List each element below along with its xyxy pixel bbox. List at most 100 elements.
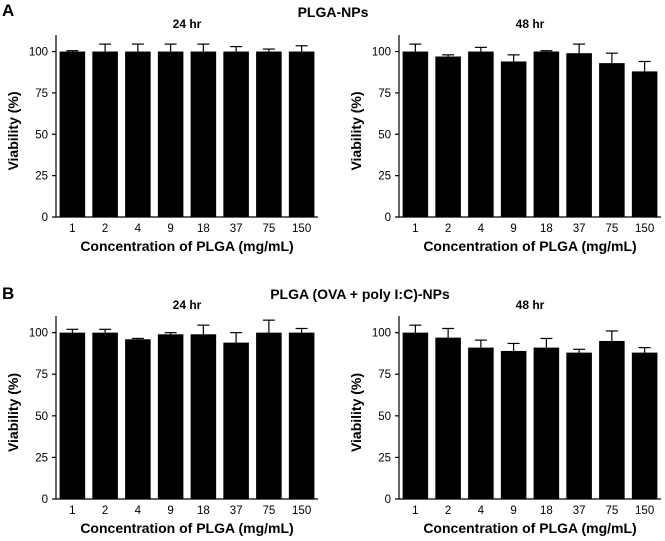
bar-150 — [631, 71, 658, 218]
y-tick-label: 50 — [378, 411, 391, 423]
y-tick-label: 100 — [372, 47, 391, 59]
chart-a-24hr: 0 25 50 75 100 1 2 4 9 18 37 75 150 24 hr Concentratio… — [5, 17, 318, 254]
x-tick-label: 37 — [573, 505, 586, 517]
x-tick-label: 9 — [510, 223, 516, 235]
bar-4 — [468, 51, 494, 217]
y-tick-label: 0 — [385, 494, 391, 506]
x-tick-label: 37 — [230, 505, 243, 517]
x-tick-label: 37 — [230, 223, 243, 235]
bar-150 — [631, 352, 658, 499]
y-tick-label: 25 — [378, 452, 391, 464]
bar-2 — [92, 332, 118, 499]
x-tick-label: 150 — [635, 223, 654, 235]
x-tick-label: 75 — [262, 223, 275, 235]
bar-2 — [435, 56, 461, 217]
y-tick-label: 100 — [29, 47, 48, 59]
chart-b-24hr: 0 25 50 75 100 1 2 4 9 18 37 75 150 24 hr Concentratio… — [5, 298, 318, 536]
bar-2 — [435, 337, 461, 499]
bar-1 — [59, 51, 86, 217]
y-tick-label: 50 — [378, 129, 391, 141]
x-tick-label: 9 — [167, 505, 173, 517]
x-axis-label: Concentration of PLGA (mg/mL) — [423, 520, 636, 536]
x-tick-label: 1 — [69, 505, 75, 517]
y-tick-label: 50 — [35, 129, 48, 141]
y-tick-label: 25 — [35, 452, 48, 464]
x-axis-label: Concentration of PLGA (mg/mL) — [80, 238, 293, 254]
x-axis-label: Concentration of PLGA (mg/mL) — [80, 520, 293, 536]
bar-37 — [223, 342, 249, 499]
bar-1 — [402, 332, 429, 499]
bar-75 — [599, 340, 625, 499]
y-tick-label: 75 — [35, 88, 48, 100]
bar-9 — [500, 61, 527, 217]
chart-title: 48 hr — [516, 17, 545, 31]
bar-18 — [533, 51, 560, 217]
x-tick-label: 4 — [135, 223, 142, 235]
x-tick-label: 150 — [635, 505, 654, 517]
bar-2 — [92, 51, 118, 217]
panel-a-letter: A — [2, 1, 14, 20]
x-tick-label: 2 — [445, 505, 451, 517]
y-tick-label: 25 — [35, 171, 48, 183]
bar-37 — [566, 352, 592, 499]
y-tick-label: 100 — [372, 328, 391, 340]
bar-150 — [288, 332, 315, 499]
y-axis-label: Viability (%) — [5, 373, 21, 452]
x-tick-label: 18 — [197, 223, 210, 235]
y-tick-label: 0 — [385, 212, 391, 224]
x-tick-label: 4 — [478, 505, 485, 517]
y-axis-label: Viability (%) — [348, 91, 364, 170]
x-tick-label: 18 — [197, 505, 210, 517]
chart-a-48hr: 0 25 50 75 100 1 2 4 9 18 37 75 150 48 hr Concentratio… — [348, 17, 661, 254]
x-tick-label: 75 — [605, 505, 618, 517]
bar-75 — [599, 63, 625, 217]
bar-37 — [223, 51, 249, 217]
chart-title: 48 hr — [516, 298, 545, 312]
bar-150 — [288, 51, 315, 217]
x-tick-label: 1 — [69, 223, 75, 235]
x-tick-label: 2 — [102, 223, 108, 235]
panel-b-title: PLGA (OVA + poly I:C)-NPs — [270, 286, 450, 302]
bar-4 — [125, 339, 151, 499]
x-tick-label: 18 — [540, 505, 553, 517]
y-tick-label: 75 — [378, 88, 391, 100]
x-tick-label: 37 — [573, 223, 586, 235]
bar-4 — [468, 347, 494, 499]
x-tick-label: 2 — [445, 223, 451, 235]
x-tick-label: 1 — [412, 505, 418, 517]
bar-18 — [190, 51, 217, 217]
y-axis-label: Viability (%) — [348, 373, 364, 452]
x-tick-label: 75 — [262, 505, 275, 517]
y-tick-label: 75 — [378, 369, 391, 381]
x-tick-label: 150 — [292, 505, 311, 517]
bar-9 — [157, 334, 184, 499]
bar-75 — [256, 51, 282, 217]
panel-b-letter: B — [2, 284, 14, 303]
x-tick-label: 4 — [478, 223, 485, 235]
x-tick-label: 1 — [412, 223, 418, 235]
x-tick-label: 2 — [102, 505, 108, 517]
y-tick-label: 0 — [42, 494, 48, 506]
y-tick-label: 0 — [42, 212, 48, 224]
bar-4 — [125, 51, 151, 217]
x-tick-label: 18 — [540, 223, 553, 235]
bar-75 — [256, 332, 282, 499]
y-axis-label: Viability (%) — [5, 91, 21, 170]
chart-title: 24 hr — [173, 17, 202, 31]
bar-18 — [190, 334, 217, 499]
bar-9 — [157, 51, 184, 217]
y-tick-label: 50 — [35, 411, 48, 423]
chart-b-48hr: 0 25 50 75 100 1 2 4 9 18 37 75 150 48 hr Concentratio… — [348, 298, 661, 536]
x-tick-label: 9 — [510, 505, 516, 517]
bar-1 — [402, 51, 429, 217]
x-axis-label: Concentration of PLGA (mg/mL) — [423, 238, 636, 254]
x-tick-label: 150 — [292, 223, 311, 235]
bar-1 — [59, 332, 86, 499]
chart-title: 24 hr — [173, 298, 202, 312]
y-tick-label: 25 — [378, 171, 391, 183]
bar-18 — [533, 347, 560, 499]
x-tick-label: 9 — [167, 223, 173, 235]
bar-37 — [566, 53, 592, 218]
bar-9 — [500, 350, 527, 499]
